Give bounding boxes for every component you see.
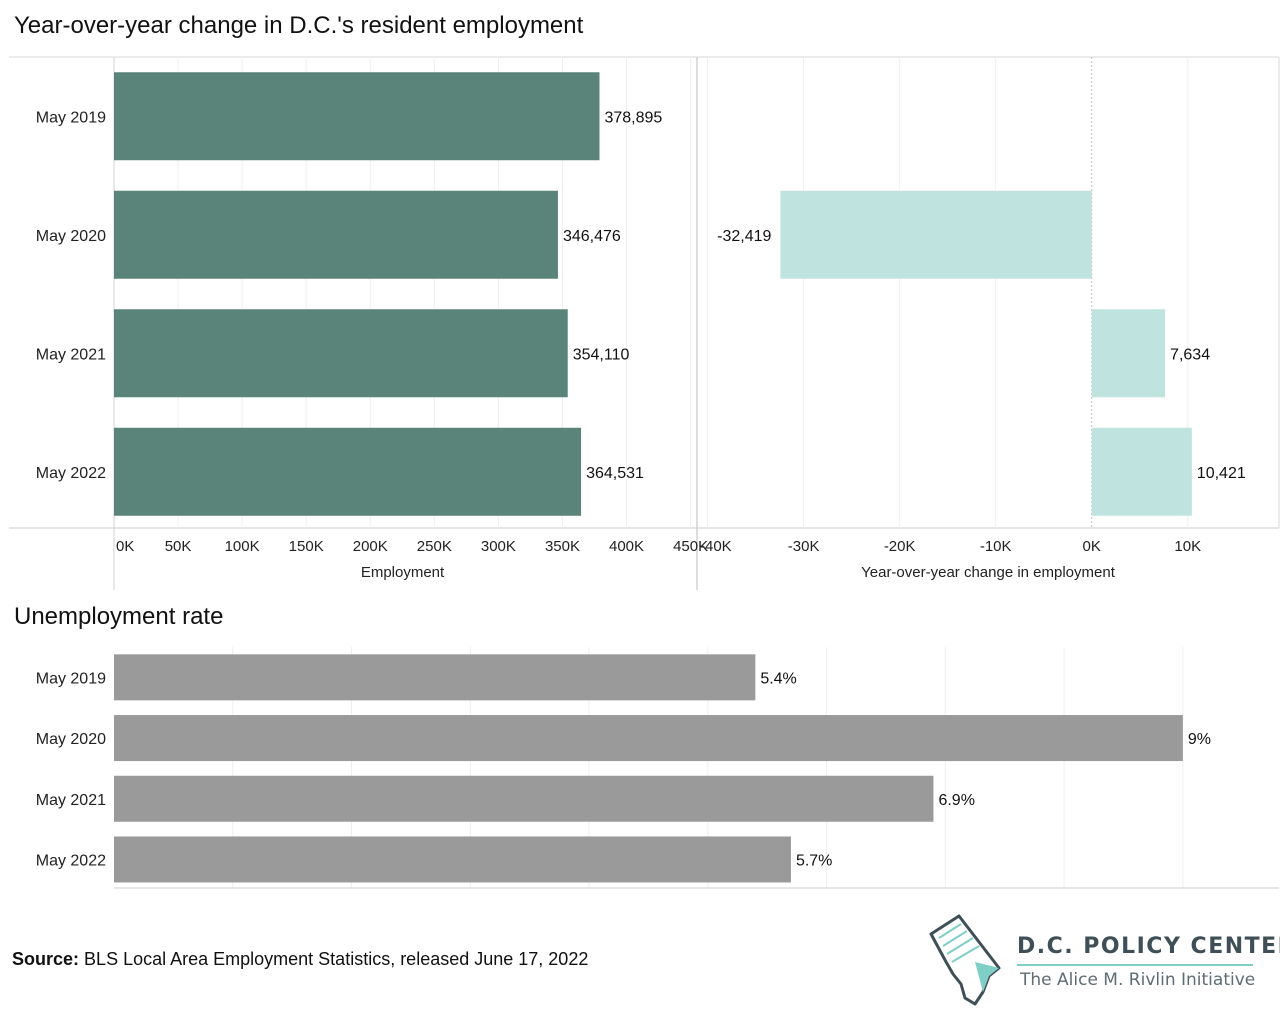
unemployment-bar xyxy=(114,654,756,701)
change-tick-label: 10K xyxy=(1174,538,1201,555)
employment-chart-title: Year-over-year change in D.C.'s resident… xyxy=(14,12,584,39)
unemployment-bar xyxy=(114,836,791,883)
change-value-label: 7,634 xyxy=(1170,346,1210,363)
employment-category-label: May 2022 xyxy=(36,465,106,482)
employment-value-label: 354,110 xyxy=(573,346,630,363)
unemployment-value-label: 5.7% xyxy=(796,852,832,869)
unemployment-value-label: 9% xyxy=(1188,731,1211,748)
unemployment-bar xyxy=(114,715,1183,762)
employment-tick-label: 0K xyxy=(116,538,134,555)
employment-tick-label: 150K xyxy=(289,538,324,555)
employment-value-label: 378,895 xyxy=(604,109,662,126)
logo-subtitle: The Alice M. Rivlin Initiative xyxy=(1020,970,1256,990)
change-bar xyxy=(1091,427,1192,516)
change-tick-label: -40K xyxy=(700,538,732,555)
employment-bar xyxy=(114,427,582,516)
change-value-label: -32,419 xyxy=(717,228,771,245)
logo-name: D.C. POLICY CENTER xyxy=(1017,934,1280,959)
change-bar xyxy=(1091,309,1166,398)
source-text: BLS Local Area Employment Statistics, re… xyxy=(84,949,589,969)
source-label: Source: xyxy=(12,949,80,969)
change-tick-label: 0K xyxy=(1083,538,1101,555)
employment-category-label: May 2019 xyxy=(36,109,106,126)
employment-value-label: 346,476 xyxy=(563,228,621,245)
source-note: Source: BLS Local Area Employment Statis… xyxy=(12,949,588,970)
employment-bar xyxy=(114,190,558,279)
change-tick-label: -30K xyxy=(788,538,820,555)
employment-category-label: May 2020 xyxy=(36,228,106,245)
employment-bar xyxy=(114,72,600,161)
employment-tick-label: 100K xyxy=(225,538,260,555)
unemployment-category-label: May 2021 xyxy=(36,792,106,809)
employment-tick-label: 400K xyxy=(609,538,644,555)
logo-map-icon xyxy=(929,914,1001,1006)
change-chart: -40K -30K -20K -10K 0K 10K Year-over-year chan… xyxy=(700,57,1246,581)
dc-policy-center-logo: D.C. POLICY CENTER The Alice M. Rivlin I… xyxy=(925,912,1280,1012)
change-bar xyxy=(780,190,1092,279)
employment-tick-label: 200K xyxy=(353,538,388,555)
logo-divider xyxy=(1017,964,1253,966)
employment-tick-label: 250K xyxy=(417,538,452,555)
unemployment-bar xyxy=(114,775,934,822)
change-tick-label: -10K xyxy=(980,538,1012,555)
employment-tick-label: 450K xyxy=(673,538,708,555)
change-tick-label: -20K xyxy=(884,538,916,555)
change-value-label: 10,421 xyxy=(1197,465,1246,482)
unemployment-category-label: May 2019 xyxy=(36,670,106,687)
employment-axis-label: Employment xyxy=(361,564,445,581)
unemployment-value-label: 5.4% xyxy=(760,670,796,687)
employment-tick-label: 300K xyxy=(481,538,516,555)
employment-chart: 0K 50K 100K 150K 200K 250K 300K 350K 400K 450K Emp… xyxy=(36,57,708,581)
unemployment-category-label: May 2020 xyxy=(36,731,106,748)
unemployment-value-label: 6.9% xyxy=(938,792,974,809)
change-axis-label: Year-over-year change in employment xyxy=(861,564,1116,581)
employment-tick-label: 350K xyxy=(545,538,580,555)
employment-category-label: May 2021 xyxy=(36,346,106,363)
employment-bar xyxy=(114,309,568,398)
employment-tick-label: 50K xyxy=(165,538,192,555)
unemployment-category-label: May 2022 xyxy=(36,852,106,869)
employment-value-label: 364,531 xyxy=(586,465,644,482)
unemployment-chart-title: Unemployment rate xyxy=(14,603,224,630)
unemployment-chart: May 2019 5.4% May 2020 9% May 2021 6.9% May 20… xyxy=(36,647,1279,889)
